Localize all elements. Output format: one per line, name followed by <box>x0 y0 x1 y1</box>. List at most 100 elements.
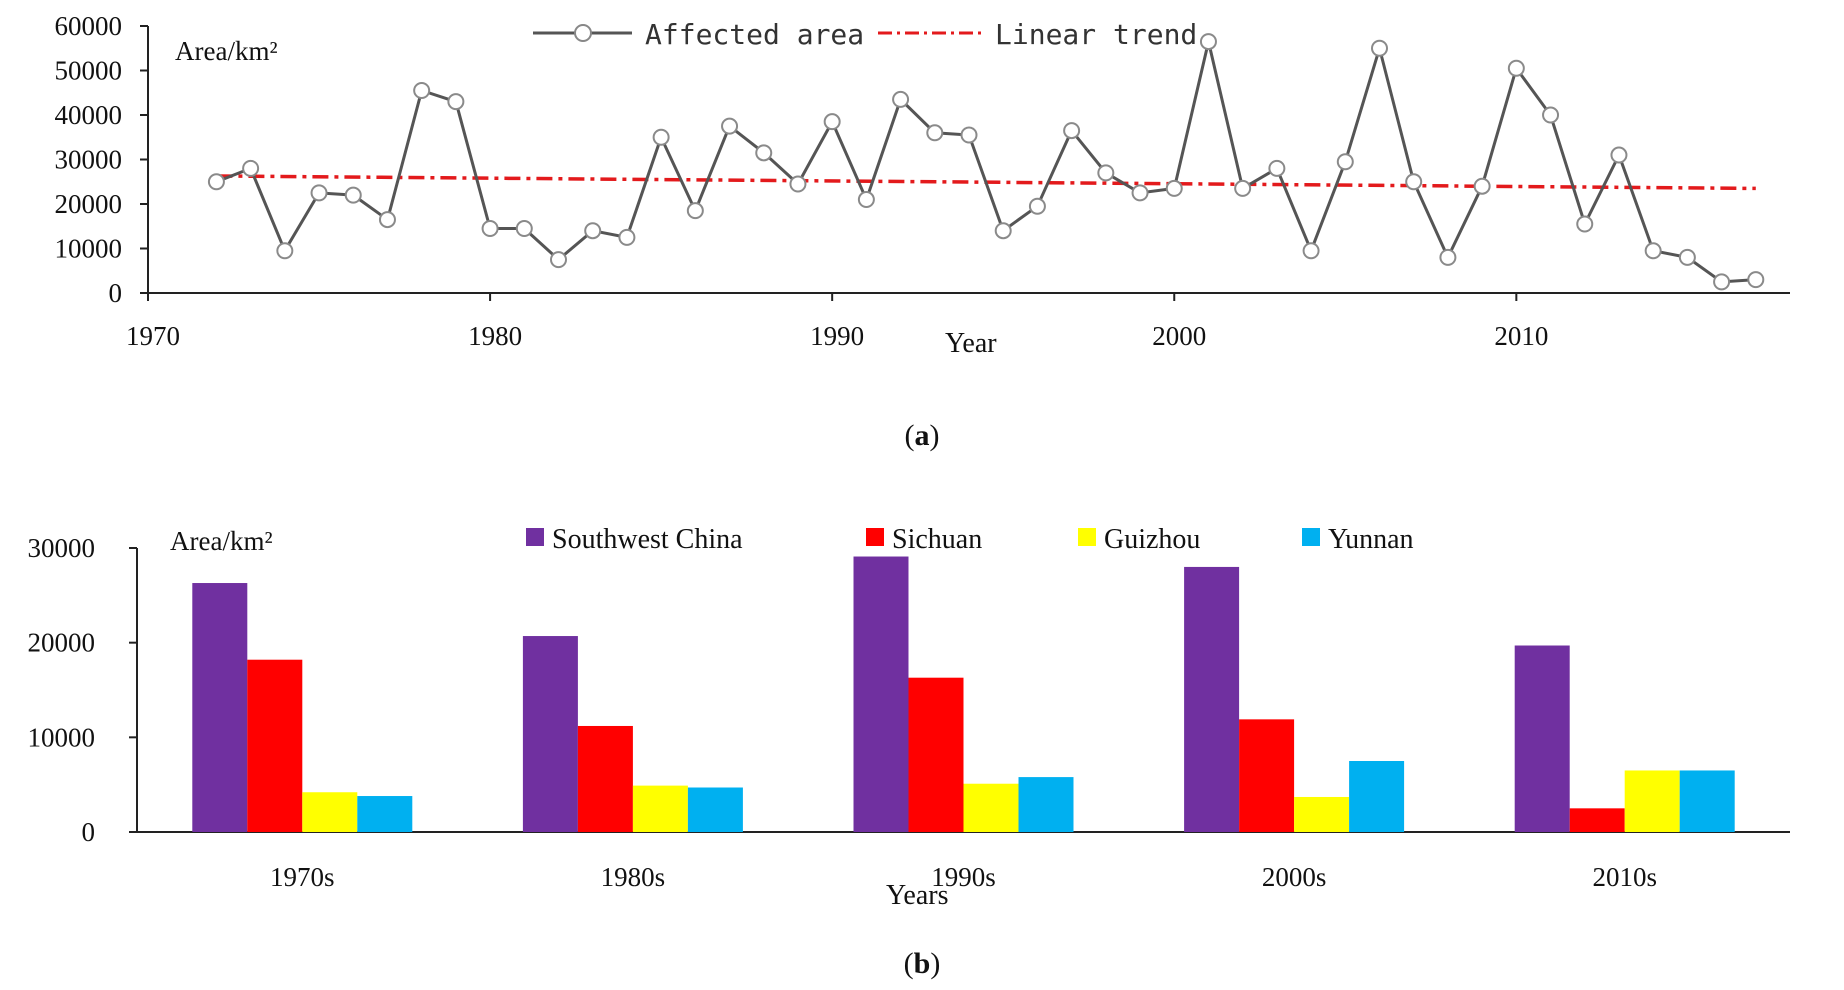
data-point <box>413 82 431 100</box>
data-point <box>1507 59 1525 77</box>
data-point <box>207 173 225 191</box>
x-tick-label: 1980 <box>468 321 522 351</box>
y-tick-label: 60000 <box>55 11 123 41</box>
legend-label-southwest-china: Southwest China <box>552 524 743 555</box>
data-point <box>1576 215 1594 233</box>
data-point <box>310 184 328 202</box>
data-point <box>1747 271 1765 289</box>
y-tick-label: 10000 <box>28 722 96 752</box>
data-point <box>1268 159 1286 177</box>
data-point <box>1028 197 1046 215</box>
y-tick-label: 50000 <box>55 56 123 86</box>
legend-label-affected-area: Affected area <box>645 18 864 51</box>
bar-guizhou <box>1294 796 1350 832</box>
legend-label-sichuan: Sichuan <box>892 524 982 555</box>
panel-b-legend: Southwest China Sichuan Guizhou Yunnan <box>526 524 1414 555</box>
data-point <box>1199 33 1217 51</box>
panel-a-legend: Affected area Linear trend <box>533 18 1197 51</box>
data-point <box>789 175 807 193</box>
bar-southwest-china <box>1514 645 1570 832</box>
bar-southwest-china <box>192 583 248 832</box>
data-point <box>584 222 602 240</box>
panel-b-unit-label: Area/km² <box>170 526 273 556</box>
data-point <box>481 219 499 237</box>
y-tick-label: 0 <box>109 278 123 308</box>
bar-yunnan <box>687 787 743 832</box>
data-point <box>242 159 260 177</box>
y-tick-label: 40000 <box>55 100 123 130</box>
panel-a-y-ticks: 0 10000 20000 30000 40000 50000 60000 <box>55 11 148 308</box>
panel-a-line-chart: 0 10000 20000 30000 40000 50000 60000 1970 1980… <box>55 11 1790 452</box>
data-point <box>550 251 567 269</box>
data-point <box>515 219 533 237</box>
bar-sichuan <box>1569 808 1625 832</box>
data-point <box>994 222 1012 240</box>
panel-a-unit-label: Area/km² <box>175 36 278 66</box>
data-point <box>652 128 670 146</box>
y-tick-label: 10000 <box>55 234 123 264</box>
legend-label-yunnan: Yunnan <box>1328 524 1414 555</box>
bar-guizhou <box>632 785 688 832</box>
bar-yunnan <box>357 796 413 832</box>
legend-swatch-guizhou <box>1078 528 1096 546</box>
category-label: 1970s <box>270 862 335 892</box>
legend-swatch-yunnan <box>1302 528 1320 546</box>
y-tick-label: 0 <box>82 817 96 847</box>
y-tick-label: 30000 <box>28 533 96 563</box>
panel-a-series-layer <box>207 33 1765 291</box>
data-point <box>823 113 841 131</box>
legend-label-linear-trend: Linear trend <box>995 18 1197 51</box>
bar-southwest-china <box>853 556 909 832</box>
panel-b-bars <box>192 556 1735 832</box>
bar-guizhou <box>302 792 358 832</box>
data-point <box>378 211 396 229</box>
bar-sichuan <box>577 725 633 832</box>
bar-guizhou <box>963 783 1019 832</box>
panel-b-category-labels: 1970s 1980s 1990s 2000s 2010s <box>270 862 1657 892</box>
data-point <box>447 93 465 111</box>
bar-sichuan <box>908 677 964 832</box>
data-point <box>618 228 636 246</box>
data-point <box>1336 153 1354 171</box>
bar-sichuan <box>247 659 303 832</box>
y-tick-label: 20000 <box>55 189 123 219</box>
data-point <box>960 126 978 144</box>
panel-a-caption: (a) <box>905 419 940 452</box>
panel-b-caption: (b) <box>904 947 941 980</box>
data-point <box>857 191 875 209</box>
bar-yunnan <box>1679 770 1735 832</box>
data-point <box>1097 164 1115 182</box>
category-label: 2010s <box>1592 862 1657 892</box>
data-point <box>1371 39 1388 57</box>
affected-area-line <box>215 41 1756 284</box>
data-point <box>344 186 362 204</box>
data-point <box>1473 177 1491 195</box>
data-point <box>1713 273 1731 291</box>
legend-swatch-sichuan <box>866 528 884 546</box>
bar-southwest-china <box>1184 566 1240 832</box>
x-tick-label: 1970 <box>126 321 180 351</box>
category-label: 1990s <box>931 862 996 892</box>
data-point <box>1542 106 1560 124</box>
data-point <box>1678 248 1696 266</box>
data-point <box>926 124 944 142</box>
data-point <box>1063 122 1081 140</box>
data-point <box>1439 248 1457 266</box>
y-tick-label: 20000 <box>28 628 96 658</box>
panel-b-x-axis-title: Years <box>886 880 949 911</box>
bar-sichuan <box>1239 719 1295 832</box>
x-tick-label: 2000 <box>1152 321 1206 351</box>
bar-yunnan <box>1349 761 1405 832</box>
data-point <box>1644 242 1662 260</box>
data-point <box>1405 173 1423 191</box>
panel-b-bar-chart: 0 10000 20000 30000 1970s 1980s 1990s 2000s 201… <box>28 524 1790 980</box>
legend-label-guizhou: Guizhou <box>1104 524 1200 555</box>
y-tick-label: 30000 <box>55 145 123 175</box>
x-tick-label: 2010 <box>1494 321 1548 351</box>
panel-a-x-axis-title: Year <box>945 328 997 359</box>
data-point <box>892 90 910 108</box>
data-point <box>1610 146 1628 164</box>
data-point <box>755 144 773 162</box>
panel-a-x-ticks: 1970 1980 1990 2000 2010 <box>126 293 1548 351</box>
